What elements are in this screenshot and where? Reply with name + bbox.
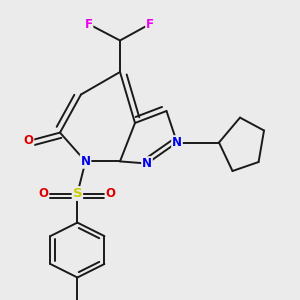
Text: O: O [38, 187, 49, 200]
Text: F: F [85, 17, 92, 31]
Text: S: S [73, 187, 82, 200]
Text: N: N [142, 157, 152, 170]
Text: N: N [80, 155, 91, 168]
Text: N: N [172, 136, 182, 149]
Text: O: O [105, 187, 116, 200]
Text: O: O [23, 134, 34, 148]
Text: F: F [146, 17, 154, 31]
